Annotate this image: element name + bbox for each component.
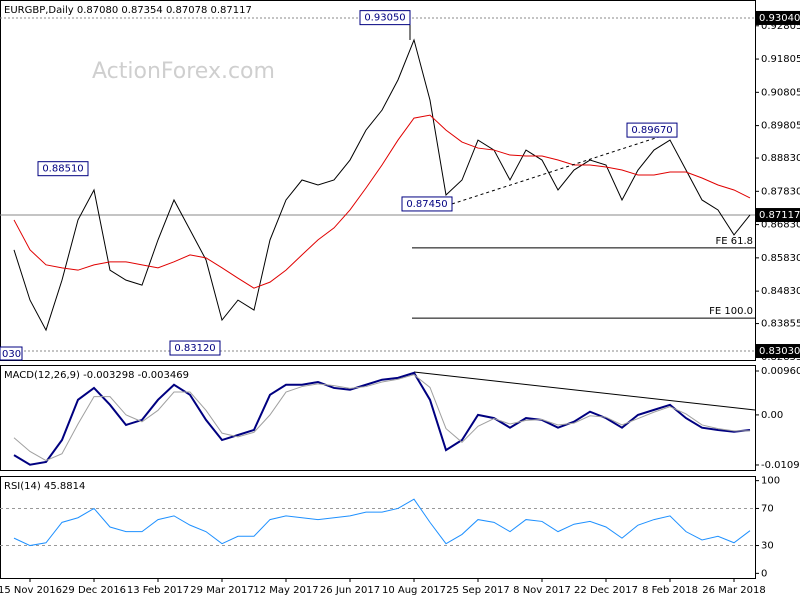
annotation-label: 0.89670 (631, 125, 672, 136)
panel-frame (0, 476, 756, 579)
annotation-label: 0.87450 (406, 199, 447, 210)
cut-box (0, 346, 23, 361)
y-tick-label: 0.86830 (761, 220, 800, 231)
panel-title: EURGBP,Daily 0.87080 0.87354 0.87078 0.8… (4, 5, 252, 16)
trend-line (451, 129, 681, 205)
x-tick-label: 15 Nov 2016 (0, 585, 62, 596)
x-tick-label: 29 Mar 2017 (190, 585, 253, 596)
level-label: 0.83030 (759, 346, 800, 357)
x-tick-label: 25 Sep 2017 (446, 585, 509, 596)
y-tick-label: 0.91805 (761, 54, 800, 65)
x-tick-label: 8 Feb 2018 (642, 585, 698, 596)
series-line (13, 498, 751, 547)
x-tick-label: 10 Aug 2017 (382, 585, 446, 596)
annotation-label: 0.88510 (42, 164, 83, 175)
x-tick-label: 26 Jun 2017 (320, 585, 380, 596)
annotation-box (359, 10, 411, 26)
y-tick-label: 100 (761, 476, 780, 487)
y-tick-label: 0.85830 (761, 253, 800, 264)
y-tick-label: 0.88830 (761, 153, 800, 164)
y-tick-label: 0 (761, 568, 767, 579)
y-tick-label: 0.83855 (761, 319, 800, 330)
y-tick-label: 0.00 (761, 410, 783, 421)
level-box (756, 10, 800, 25)
x-tick-label: 26 Mar 2018 (702, 585, 765, 596)
annotation-box (626, 122, 678, 138)
y-tick-label: 0.89805 (761, 121, 800, 132)
series-line (13, 114, 751, 289)
level-box (756, 344, 800, 359)
x-tick-label: 29 Dec 2016 (62, 585, 126, 596)
y-tick-label: 0.84830 (761, 286, 800, 297)
annotation-box (401, 196, 453, 212)
fe-label: FE 61.8 (715, 236, 753, 247)
series-line (13, 374, 750, 462)
panel-title: RSI(14) 45.8814 (4, 481, 85, 492)
y-tick-label: 0.009608 (761, 366, 800, 377)
cut-label: 030 (2, 349, 21, 360)
fe-label: FE 100.0 (709, 306, 753, 317)
level-label: 0.87117 (759, 210, 800, 221)
panel-frame (0, 0, 756, 361)
y-tick-label: 0.92805 (761, 21, 800, 32)
series-line (13, 38, 751, 332)
level-label: 0.93040 (759, 13, 800, 24)
annotation-label: 0.83120 (174, 343, 215, 354)
y-tick-label: -0.010961 (761, 460, 800, 471)
macd-trendline (413, 371, 756, 411)
y-tick-label: 0.87830 (761, 186, 800, 197)
panel-frame (0, 365, 756, 471)
level-box (756, 208, 800, 223)
x-tick-label: 12 May 2017 (253, 585, 318, 596)
annotation-box (37, 161, 89, 177)
annotation-box (169, 340, 221, 356)
watermark: ActionForex.com (92, 59, 275, 84)
y-tick-label: 70 (761, 503, 774, 514)
y-tick-label: 30 (761, 541, 774, 552)
series-line (13, 371, 751, 466)
annotation-label: 0.93050 (364, 13, 405, 24)
x-tick-label: 8 Nov 2017 (513, 585, 571, 596)
x-tick-label: 22 Dec 2017 (574, 585, 638, 596)
y-tick-label: 0.90805 (761, 87, 800, 98)
x-tick-label: 13 Feb 2017 (127, 585, 189, 596)
panel-title: MACD(12,26,9) -0.003298 -0.003469 (4, 370, 189, 381)
